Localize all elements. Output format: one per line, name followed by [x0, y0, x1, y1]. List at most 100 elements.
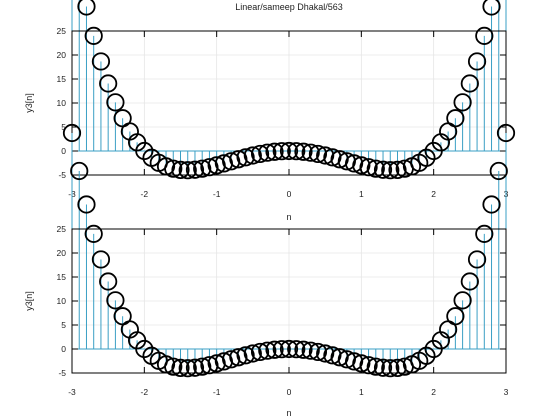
data-point — [453, 291, 472, 310]
data-point — [193, 159, 212, 178]
data-point — [475, 26, 494, 45]
data-point — [388, 160, 407, 179]
y-tick-label: 0 — [61, 146, 66, 156]
y-tick-label: -5 — [58, 170, 66, 180]
x-tick-label: -2 — [141, 387, 149, 397]
y-tick-label: 15 — [57, 272, 67, 282]
y-tick-label: 15 — [57, 74, 67, 84]
data-point — [446, 109, 465, 128]
data-point — [301, 341, 320, 360]
x-axis-label: n — [286, 408, 291, 418]
data-point — [91, 52, 111, 71]
y-tick-label: 5 — [61, 320, 66, 330]
data-point — [279, 339, 299, 359]
data-point — [178, 161, 197, 180]
data-point — [236, 346, 255, 365]
data-point — [185, 358, 205, 377]
data-point — [236, 148, 255, 167]
data-point — [171, 358, 190, 377]
data-point — [193, 357, 212, 376]
x-tick-label: 2 — [431, 387, 436, 397]
data-point — [453, 93, 472, 112]
data-point — [84, 26, 103, 45]
data-point — [178, 359, 197, 378]
data-point — [250, 144, 270, 164]
data-point — [243, 344, 262, 363]
x-tick-label: 0 — [287, 189, 292, 199]
x-tick-label: -1 — [213, 189, 221, 199]
data-point — [258, 143, 277, 162]
y-tick-label: 20 — [57, 248, 67, 258]
data-point — [106, 93, 125, 112]
data-point — [164, 159, 183, 178]
data-point — [279, 141, 299, 161]
data-point — [308, 144, 328, 164]
y-tick-label: -5 — [58, 368, 66, 378]
data-point — [381, 359, 400, 378]
data-point — [84, 224, 103, 243]
data-point — [460, 272, 479, 291]
data-point — [243, 146, 262, 165]
data-point — [272, 340, 291, 359]
x-tick-label: 1 — [359, 189, 364, 199]
data-point — [460, 74, 479, 93]
data-point — [287, 340, 306, 359]
chart-title: Linear/sameep Dhakal/563 — [235, 2, 343, 12]
y-tick-label: 20 — [57, 50, 67, 60]
x-tick-label: 1 — [359, 387, 364, 397]
data-point — [77, 0, 96, 16]
y-tick-label: 5 — [61, 122, 66, 132]
y-axis-label: y3[n] — [24, 291, 34, 311]
data-point — [265, 340, 284, 359]
data-point — [308, 342, 328, 362]
y-tick-label: 25 — [57, 26, 67, 36]
data-point — [366, 159, 385, 178]
data-point — [185, 160, 205, 179]
x-tick-label: 3 — [504, 387, 509, 397]
x-tick-label: 0 — [287, 387, 292, 397]
data-point — [258, 341, 277, 360]
x-axis-label: n — [286, 212, 291, 222]
data-point — [250, 342, 270, 362]
data-point — [373, 160, 393, 179]
data-point — [294, 142, 313, 161]
data-point — [316, 146, 335, 165]
data-point — [229, 150, 248, 169]
data-point — [496, 123, 516, 143]
data-point — [91, 250, 111, 269]
data-point — [467, 52, 487, 71]
data-point — [475, 224, 494, 243]
data-point — [77, 195, 96, 214]
data-point — [316, 344, 335, 363]
y-tick-label: 10 — [57, 98, 67, 108]
data-point — [482, 195, 501, 214]
data-point — [482, 0, 501, 16]
data-point — [99, 74, 118, 93]
data-point — [229, 348, 248, 367]
data-point — [265, 142, 284, 161]
y-tick-label: 10 — [57, 296, 67, 306]
data-point — [272, 142, 291, 161]
data-point — [106, 291, 125, 310]
x-tick-label: -3 — [68, 387, 76, 397]
y-tick-label: 0 — [61, 344, 66, 354]
data-point — [294, 340, 313, 359]
y-axis-label: y3[n] — [24, 93, 34, 113]
data-point — [171, 160, 190, 179]
data-point — [70, 161, 89, 181]
data-point — [388, 358, 407, 377]
data-point — [366, 357, 385, 376]
data-point — [381, 161, 400, 180]
x-tick-label: -1 — [213, 387, 221, 397]
y-tick-label: 25 — [57, 224, 67, 234]
data-point — [446, 307, 465, 326]
data-point — [373, 358, 393, 377]
x-tick-label: 2 — [431, 189, 436, 199]
data-point — [489, 161, 508, 181]
data-point — [164, 357, 183, 376]
data-point — [287, 142, 306, 161]
x-tick-label: -2 — [141, 189, 149, 199]
